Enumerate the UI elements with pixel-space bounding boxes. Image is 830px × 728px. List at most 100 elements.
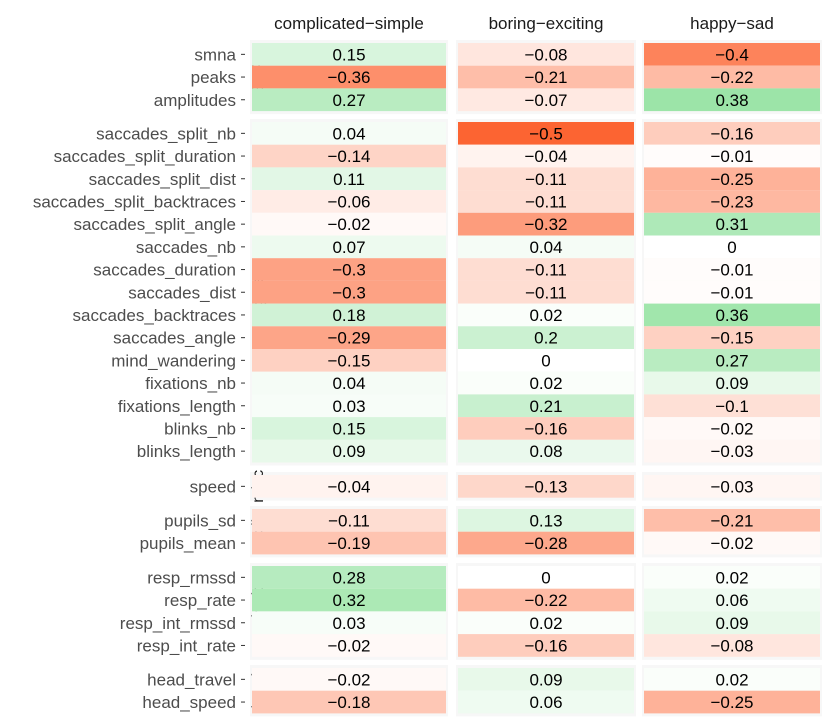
column-header: complicated−simple — [274, 14, 424, 33]
heatmap-cell — [644, 690, 820, 714]
heatmap-cell — [252, 531, 446, 555]
row-label: saccades_split_duration — [54, 147, 236, 166]
row-label: fixations_nb — [145, 374, 236, 393]
cell-value-label: 0.15 — [332, 419, 365, 438]
heatmap-cell — [644, 417, 820, 440]
cell-value-label: −0.5 — [529, 124, 563, 143]
cell-value-label: 0.32 — [332, 591, 365, 610]
row-label: mind_wandering — [111, 351, 236, 370]
cell-value-label: −0.13 — [524, 477, 567, 496]
cell-value-label: −0.06 — [327, 192, 370, 211]
cell-value-label: −0.11 — [328, 511, 370, 530]
cell-value-label: 0 — [541, 351, 550, 370]
heatmap-cell — [252, 88, 446, 112]
column-header: happy−sad — [690, 14, 774, 33]
heatmap-cell — [458, 690, 634, 714]
heatmap-cell — [458, 531, 634, 555]
heatmap-cell — [644, 167, 820, 191]
cell-value-label: −0.3 — [332, 261, 366, 280]
heatmap-cell — [252, 144, 446, 168]
cell-value-label: 0.08 — [529, 442, 562, 461]
row-label: saccades_backtraces — [73, 306, 236, 325]
row-label: head_travel — [147, 670, 236, 689]
heatmap-cell — [458, 371, 634, 395]
cell-value-label: −0.01 — [710, 283, 753, 302]
heatmap-cell — [252, 417, 446, 440]
row-label: pupils_mean — [140, 534, 236, 553]
row-label: saccades_nb — [136, 238, 236, 257]
cell-value-label: 0.02 — [715, 568, 748, 587]
row-label: resp_int_rate — [137, 636, 236, 655]
panel-strip — [245, 40, 248, 115]
heatmap-cell — [644, 303, 820, 327]
heatmap-cell — [252, 65, 446, 89]
heatmap-cell — [458, 326, 634, 349]
heatmap-cell — [458, 611, 634, 635]
column-header: boring−exciting — [489, 14, 604, 33]
heatmap-cell — [252, 122, 446, 145]
cell-value-label: 0 — [727, 238, 736, 257]
heatmap-cell — [458, 439, 634, 463]
heatmap-cell — [644, 88, 820, 112]
cell-value-label: 0.36 — [715, 306, 748, 325]
cell-value-label: 0.02 — [529, 306, 562, 325]
row-label: resp_rmssd — [147, 568, 236, 587]
heatmap-cell — [644, 588, 820, 612]
row-label: peaks — [191, 68, 236, 87]
cell-value-label: 0.04 — [332, 374, 365, 393]
cell-value-label: −0.01 — [710, 147, 753, 166]
heatmap-cell — [644, 668, 820, 691]
cell-value-label: −0.11 — [525, 261, 567, 280]
cell-value-label: 0.15 — [332, 45, 365, 64]
heatmap-cell — [458, 235, 634, 259]
heatmap-cell — [252, 258, 446, 281]
heatmap-cell — [458, 190, 634, 213]
heatmap-cell — [252, 43, 446, 66]
cell-value-label: −0.4 — [715, 45, 749, 64]
heatmap-cell — [252, 611, 446, 635]
heatmap-cell — [252, 588, 446, 612]
heatmap-cell — [458, 349, 634, 372]
heatmap-cell — [458, 43, 634, 66]
heatmap-cell — [252, 394, 446, 418]
cell-value-label: −0.03 — [710, 442, 753, 461]
cell-value-label: −0.16 — [524, 419, 567, 438]
heatmap-cell — [644, 349, 820, 372]
heatmap-cell — [458, 167, 634, 191]
row-label: pupils_sd — [164, 511, 236, 530]
row-label: saccades_angle — [113, 329, 236, 348]
cell-value-label: 0.18 — [332, 306, 365, 325]
cell-value-label: 0.09 — [332, 442, 365, 461]
row-label: saccades_split_backtraces — [33, 192, 236, 211]
cell-value-label: 0.2 — [534, 329, 558, 348]
cell-value-label: 0.09 — [715, 374, 748, 393]
panel-gaze: gazesaccades_split_nb0.04−0.5−0.16saccad… — [33, 119, 822, 466]
cell-value-label: −0.15 — [710, 329, 753, 348]
heatmap-cell — [458, 417, 634, 440]
cell-value-label: 0.06 — [529, 693, 562, 712]
cell-value-label: −0.11 — [525, 192, 567, 211]
cell-value-label: −0.11 — [525, 170, 567, 189]
cell-value-label: 0.27 — [715, 351, 748, 370]
row-label: fixations_length — [118, 397, 236, 416]
cell-value-label: 0 — [541, 568, 550, 587]
heatmap-cell — [644, 371, 820, 395]
row-label: blinks_nb — [164, 419, 236, 438]
heatmap-cell — [458, 144, 634, 168]
heatmap-cell — [458, 509, 634, 532]
heatmap-cell — [644, 43, 820, 66]
heatmap-cell — [458, 258, 634, 281]
row-label: head_speed — [142, 693, 236, 712]
panel-strip — [245, 119, 248, 466]
heatmap-cell — [252, 634, 446, 657]
cell-value-label: 0.02 — [529, 374, 562, 393]
cell-value-label: −0.14 — [327, 147, 370, 166]
heatmap-cell — [644, 611, 820, 635]
cell-value-label: −0.25 — [710, 170, 753, 189]
cell-value-label: −0.23 — [710, 192, 753, 211]
heatmap-cell — [458, 394, 634, 418]
heatmap-cell — [252, 509, 446, 532]
panel-pupils: pupilspupils_sd−0.110.13−0.21pupils_mean… — [140, 506, 822, 558]
cell-value-label: −0.16 — [524, 636, 567, 655]
